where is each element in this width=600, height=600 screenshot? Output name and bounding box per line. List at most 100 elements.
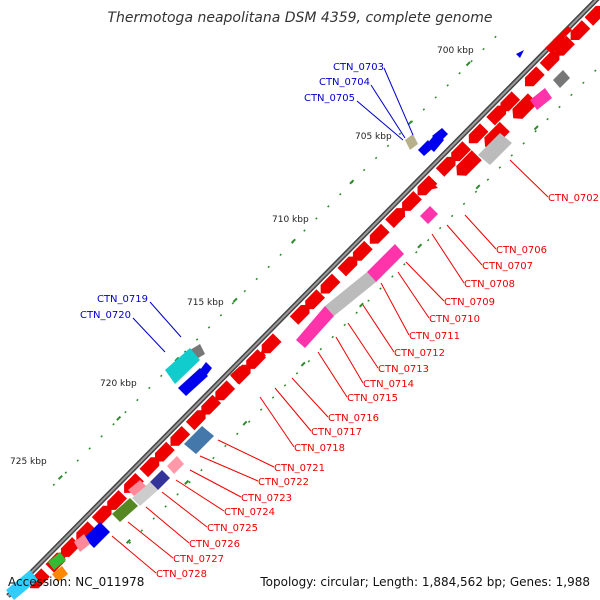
gene-label[interactable]: CTN_0721 [274,463,325,474]
scale-tick [510,154,513,157]
scale-tick [494,35,497,39]
gene-arrow[interactable] [155,441,175,462]
gene-box[interactable] [52,566,68,582]
gene-arrow[interactable] [107,490,127,510]
gene-arrow[interactable] [570,20,591,40]
gene-arrow[interactable] [417,175,438,196]
gene-label[interactable]: CTN_0722 [258,477,309,488]
gene-label[interactable]: CTN_0723 [241,493,292,504]
gene-label[interactable]: CTN_0718 [294,443,345,454]
gene-label[interactable]: CTN_0719 [97,294,148,305]
gene-box[interactable] [420,206,438,224]
gene-arrow[interactable] [451,141,471,162]
gene-box[interactable] [184,426,214,454]
gene-box[interactable] [112,498,138,522]
gene-arrow[interactable] [201,394,222,415]
scale-tick [207,326,211,329]
gene-arrow[interactable] [553,26,572,44]
gene-box[interactable] [530,88,552,110]
gene-arrow[interactable] [524,66,545,87]
ruler-label-720: 720 kbp [100,379,137,389]
gene-arrow[interactable] [486,105,507,126]
gene-box[interactable] [128,480,146,496]
gene-label[interactable]: CTN_0714 [363,379,414,390]
gene-arrow[interactable] [91,505,112,526]
gene-arrow[interactable] [305,289,325,310]
gene-label[interactable]: CTN_0707 [482,261,533,272]
gene-box[interactable] [553,70,570,88]
gene-label[interactable]: CTN_0703 [333,62,384,73]
gene-box[interactable] [167,456,184,474]
scale-tick [290,238,296,244]
gene-label[interactable]: CTN_0704 [319,77,370,88]
gene-label[interactable]: CTN_0715 [347,393,398,404]
gene-box[interactable] [296,306,334,348]
gene-label[interactable]: CTN_0728 [156,569,207,580]
gene-box[interactable] [48,552,66,570]
gene-arrow[interactable] [261,333,282,354]
gene-arrow[interactable] [516,50,524,58]
gene-box[interactable] [325,272,376,316]
gene-arrow[interactable] [352,240,373,261]
gene-label[interactable]: CTN_0709 [444,297,495,308]
gene-label[interactable]: CTN_0717 [311,427,362,438]
gene-box[interactable] [6,570,38,600]
scale-tick [415,251,418,254]
gene-label[interactable]: CTN_0725 [207,523,258,534]
gene-arrow[interactable] [289,304,310,325]
gene-box[interactable] [478,133,512,165]
gene-arrow[interactable] [200,362,212,376]
gene-arrow[interactable] [432,128,448,142]
gene-label[interactable]: CTN_0711 [409,331,460,342]
gene-arrow[interactable] [428,182,438,190]
gene-arrow[interactable] [139,457,160,478]
gene-box[interactable] [405,134,418,150]
gene-arrow[interactable] [246,349,266,369]
gene-arrow[interactable] [402,191,422,211]
gene-label[interactable]: CTN_0708 [464,279,515,290]
scale-tick [465,61,471,67]
scale-tick [148,386,151,390]
gene-label[interactable]: CTN_0702 [548,193,599,204]
gene-arrow[interactable] [456,150,482,176]
gene-arrow[interactable] [539,51,560,72]
gene-arrow[interactable] [30,568,50,589]
gene-arrow[interactable] [369,223,390,244]
gene-box[interactable] [165,348,200,384]
gene-label[interactable]: CTN_0724 [224,507,275,518]
gene-arrow[interactable] [178,368,208,396]
gene-label[interactable]: CTN_0710 [429,314,480,325]
scale-tick [355,311,358,315]
gene-label[interactable]: CTN_0713 [378,364,429,375]
gene-arrow[interactable] [385,208,405,228]
gene-label[interactable]: CTN_0712 [394,348,445,359]
scale-tick [300,361,306,367]
gene-arrow[interactable] [468,123,489,144]
gene-box[interactable] [132,482,158,506]
gene-box[interactable] [367,244,404,282]
gene-arrow[interactable] [230,364,251,385]
scale-tick [88,447,91,450]
gene-box[interactable] [74,534,90,552]
gene-arrow[interactable] [484,121,510,148]
scale-tick [184,479,190,485]
scale-tick [450,214,454,218]
gene-label[interactable]: CTN_0716 [328,413,379,424]
gene-labels-blue: CTN_0703 CTN_0704 CTN_0705 CTN_0719 CTN_… [80,62,384,321]
gene-label[interactable]: CTN_0720 [80,310,131,321]
gene-label[interactable]: CTN_0727 [173,554,224,565]
gene-arrow[interactable] [584,5,600,26]
gene-arrow[interactable] [124,473,144,493]
gene-arrow[interactable] [555,35,575,56]
gene-box[interactable] [150,470,170,490]
gene-arrow[interactable] [185,410,206,431]
gene-label[interactable]: CTN_0726 [189,539,240,550]
gene-arrow[interactable] [320,273,341,294]
gene-arrow[interactable] [170,426,191,446]
gene-label[interactable]: CTN_0706 [496,245,547,256]
gene-arrow[interactable] [435,156,456,177]
gene-arrow[interactable] [215,380,236,401]
gene-arrow[interactable] [84,522,110,548]
gene-arrow[interactable] [337,256,358,277]
gene-label[interactable]: CTN_0705 [304,93,355,104]
